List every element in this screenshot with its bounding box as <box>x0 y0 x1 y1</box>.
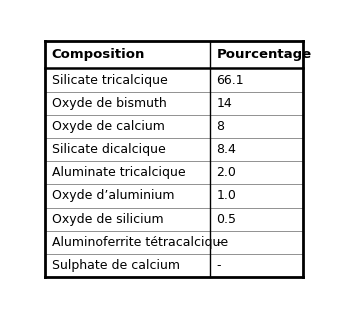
Text: 1.0: 1.0 <box>216 189 236 203</box>
Text: Aluminoferrite tétracalcique: Aluminoferrite tétracalcique <box>52 236 228 249</box>
Text: -: - <box>216 259 221 272</box>
Text: Aluminate tricalcique: Aluminate tricalcique <box>52 166 185 179</box>
Text: -: - <box>216 236 221 249</box>
Text: 8: 8 <box>216 120 224 133</box>
Text: Silicate dicalcique: Silicate dicalcique <box>52 143 166 156</box>
Text: 14: 14 <box>216 97 232 110</box>
Text: 66.1: 66.1 <box>216 73 244 86</box>
Text: Oxyde de bismuth: Oxyde de bismuth <box>52 97 167 110</box>
Text: 8.4: 8.4 <box>216 143 236 156</box>
Text: Oxyde de calcium: Oxyde de calcium <box>52 120 165 133</box>
Text: Pourcentage: Pourcentage <box>216 48 311 61</box>
Text: 0.5: 0.5 <box>216 213 236 225</box>
Text: Composition: Composition <box>52 48 145 61</box>
Text: Oxyde d’aluminium: Oxyde d’aluminium <box>52 189 174 203</box>
Text: Oxyde de silicium: Oxyde de silicium <box>52 213 163 225</box>
Text: 2.0: 2.0 <box>216 166 236 179</box>
Text: Sulphate de calcium: Sulphate de calcium <box>52 259 180 272</box>
Text: Silicate tricalcique: Silicate tricalcique <box>52 73 168 86</box>
